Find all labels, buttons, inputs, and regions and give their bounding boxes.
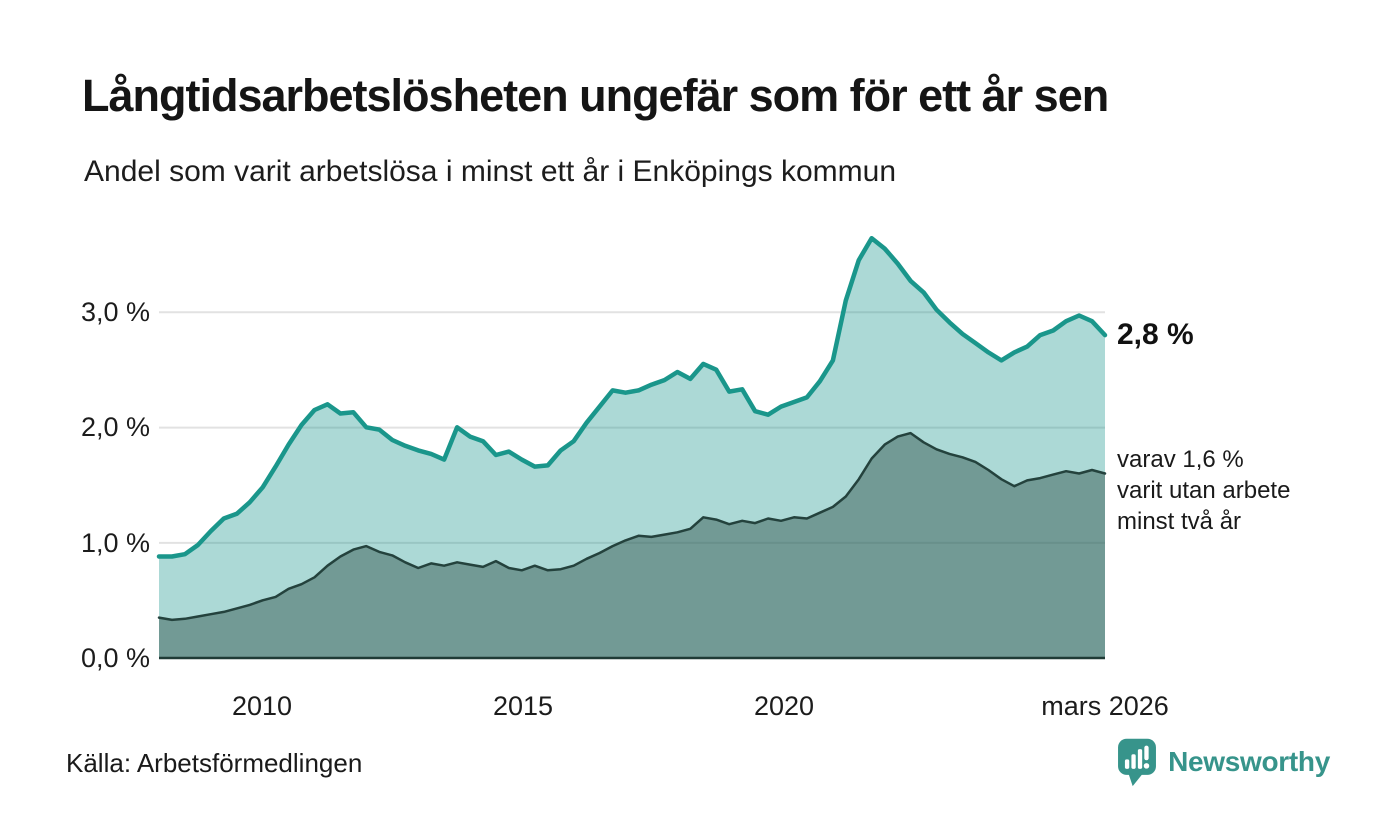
- two-year-annotation-line2: varit utan arbete: [1117, 477, 1291, 504]
- total-end-value-label: 2,8 %: [1117, 318, 1194, 351]
- newsworthy-logo-icon: [1118, 738, 1157, 787]
- x-tick-2015: 2015: [492, 691, 554, 721]
- logo-exclamation-bar: [1144, 745, 1149, 761]
- two-year-annotation-line3: minst två år: [1117, 508, 1242, 535]
- source-attribution: Källa: Arbetsförmedlingen: [66, 748, 363, 778]
- newsworthy-brand-text: Newsworthy: [1168, 746, 1330, 777]
- total-series-line: [156, 235, 1108, 559]
- logo-exclamation-dot: [1143, 763, 1150, 769]
- page-subtitle: Andel som varit arbetslösa i minst ett å…: [84, 155, 897, 188]
- logo-bar-small: [1124, 759, 1130, 769]
- logo-bubble-tail: [1128, 773, 1144, 787]
- two-year-annotation: varav 1,6 % varit utan arbete minst två …: [1117, 444, 1290, 537]
- y-tick-0: 0,0 %: [80, 643, 150, 673]
- total-series-area: [159, 238, 1105, 658]
- two-year-annotation-line1: varav 1,6 %: [1117, 446, 1244, 473]
- logo-bubble: [1118, 738, 1157, 775]
- y-tick-1: 1,0 %: [80, 528, 150, 558]
- logo-bar-medium: [1131, 754, 1136, 769]
- two-year-series-area: [159, 433, 1105, 658]
- x-tick-mars-2026: mars 2026: [1041, 691, 1169, 721]
- y-tick-3: 3,0 %: [80, 297, 150, 327]
- page-title: Långtidsarbetslösheten ungefär som för e…: [82, 70, 1109, 121]
- logo-bar-large: [1137, 749, 1143, 769]
- two-year-series-line: [157, 431, 1107, 622]
- newsworthy-brand: Newsworthy: [1116, 738, 1330, 787]
- y-tick-2: 2,0 %: [80, 412, 150, 442]
- x-tick-2020: 2020: [753, 691, 815, 721]
- gridlines: [159, 311, 1105, 544]
- x-tick-2010: 2010: [231, 691, 293, 721]
